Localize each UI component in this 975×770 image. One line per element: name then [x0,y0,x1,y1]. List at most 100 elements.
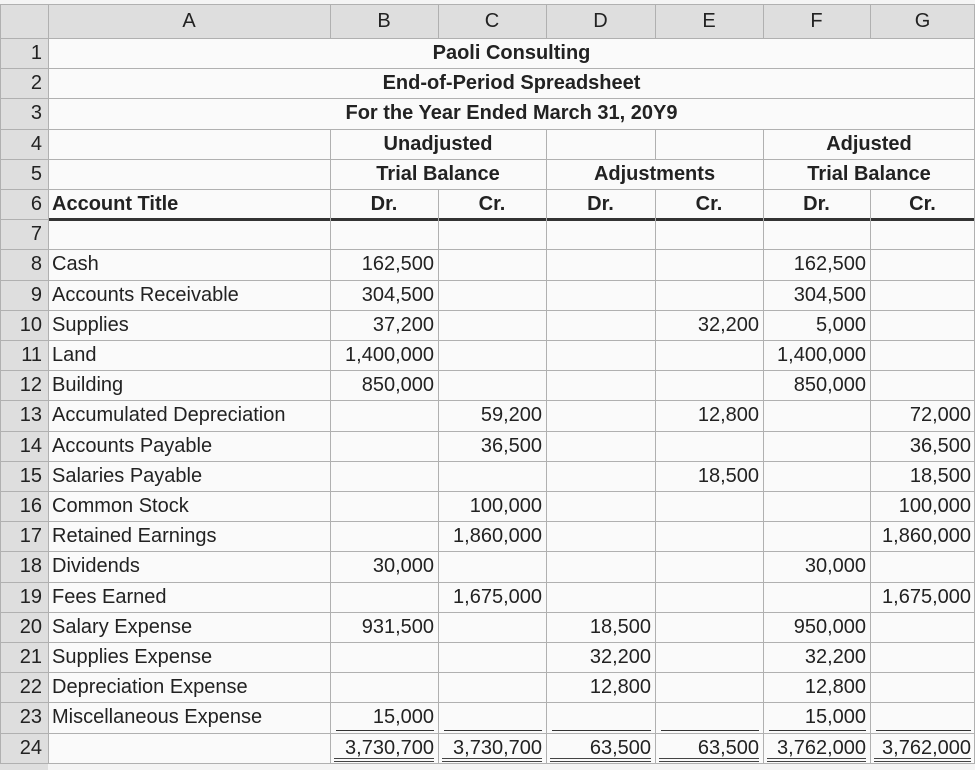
account-title: Supplies [52,313,129,336]
grid-line [0,98,1,129]
grid-line [655,732,656,763]
row-header-bar [0,38,48,770]
double-underline [334,760,434,762]
grid-line [655,4,656,38]
grid-line [870,732,871,763]
grid-line [330,581,331,612]
grid-line [0,98,975,100]
column-header: C [484,10,500,32]
grid-line [330,189,331,220]
grid-line [763,460,764,491]
grid-line [870,702,871,733]
amount-cell: 1,400,000 [345,344,434,366]
grid-line [438,551,439,582]
grid-line [48,642,49,673]
grid-line [0,370,1,401]
row-number: 7 [30,223,42,246]
single-underline [444,729,542,731]
grid-line [0,430,1,461]
row-number: 5 [30,162,42,185]
amount-cell: 931,500 [361,615,434,638]
grid-line [438,4,439,38]
grid-line [0,581,975,583]
grid-line [438,611,439,642]
grid-line [655,611,656,642]
row-number: 12 [19,374,42,397]
grid-line [438,702,439,733]
grid-line [330,158,331,189]
grid-line [763,551,764,582]
account-title: Miscellaneous Expense [52,706,263,729]
sheet-title: End-of-Period Spreadsheet [382,72,641,95]
header-bottom-border [48,218,975,222]
grid-line [655,521,656,552]
amount-cell: 30,000 [372,555,434,578]
grid-line [0,491,1,522]
total-cell: 3,730,700 [345,736,434,759]
grid-line [763,400,764,431]
grid-line [330,128,331,159]
grid-line [0,611,1,642]
row-number: 20 [19,615,42,638]
grid-line [546,340,547,371]
grid-line [330,491,331,522]
grid-line [655,370,656,401]
grid-line [763,249,764,280]
grid-line [438,430,439,461]
grid-line [655,702,656,733]
account-title: Retained Earnings [52,525,217,548]
account-title: Salaries Payable [52,464,203,487]
grid-line [655,219,656,250]
grid-line [438,370,439,401]
grid-line [438,732,439,763]
amount-cell: 15,000 [804,706,866,729]
grid-line [546,732,547,763]
grid-line [546,581,547,612]
amount-cell: 1,860,000 [453,525,542,548]
amount-cell: 850,000 [793,374,866,397]
grid-line [546,279,547,310]
double-underline [550,757,651,759]
grid-line [330,551,331,582]
double-underline [334,757,434,759]
amount-cell: 1,675,000 [453,585,542,608]
double-underline [659,760,759,762]
account-title-header: Account Title [52,193,179,215]
grid-line [48,4,49,38]
amount-cell: 59,200 [480,404,542,427]
grid-line [0,279,1,310]
amount-cell: 304,500 [793,283,866,306]
grid-line [0,219,1,250]
single-underline [876,729,971,731]
column-header: A [182,10,196,32]
amount-cell: 32,200 [697,313,759,336]
grid-line [330,4,331,38]
account-title: Accounts Receivable [52,283,239,306]
grid-line [763,672,764,703]
account-title: Cash [52,253,99,276]
single-underline [769,729,866,731]
row-number: 10 [19,313,42,336]
single-underline [336,729,434,731]
grid-line [655,189,656,220]
grid-line [546,400,547,431]
total-cell: 3,762,000 [882,736,971,759]
grid-line [655,551,656,582]
grid-line [0,189,975,190]
grid-line [48,581,49,612]
amount-cell: 12,800 [697,404,759,427]
grid-line [763,521,764,552]
grid-line [48,38,49,69]
account-title: Building [52,374,124,397]
grid-line [330,702,331,733]
grid-line [870,642,871,673]
grid-line [0,309,975,311]
row-number: 15 [19,464,42,487]
grid-line [546,642,547,673]
amount-cell: 36,500 [480,434,542,457]
grid-line [655,430,656,461]
amount-cell: 72,000 [909,404,971,427]
grid-line [870,249,871,280]
grid-line [438,460,439,491]
